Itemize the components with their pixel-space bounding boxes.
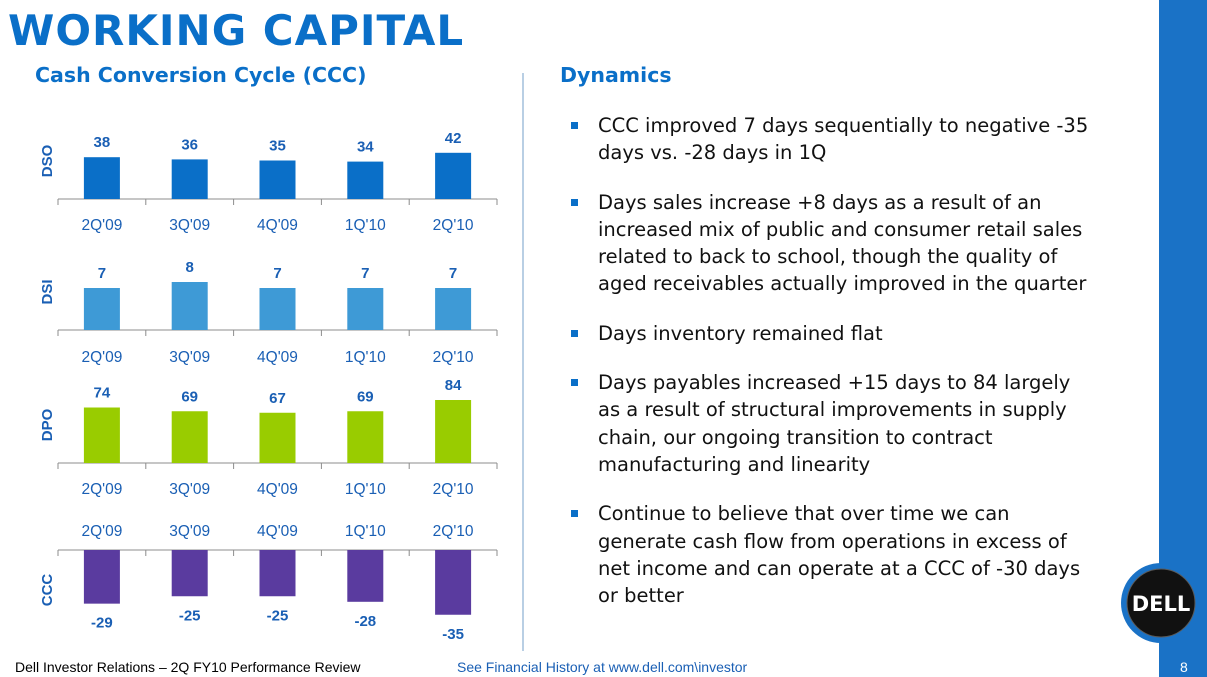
bullet-square-icon <box>571 329 578 337</box>
dso-category-label: 2Q'10 <box>433 217 474 234</box>
dpo-data-label: 74 <box>94 385 111 402</box>
page-number: 8 <box>1180 659 1188 675</box>
dsi-data-label: 8 <box>186 259 194 276</box>
dso-bar <box>259 160 296 199</box>
dso-bar <box>435 152 472 199</box>
bullet-text: Days inventory remained flat <box>598 321 883 345</box>
bullet-square-icon <box>571 198 578 206</box>
dpo-category-label: 1Q'10 <box>345 481 386 498</box>
dsi-data-label: 7 <box>361 265 369 282</box>
dsi-category-label: 1Q'10 <box>345 349 386 366</box>
logo-wordmark: DELL <box>1132 592 1191 616</box>
bullet-square-icon <box>571 379 578 387</box>
dpo-bar <box>347 411 384 463</box>
dso-data-label: 35 <box>269 138 286 155</box>
dsi-bar <box>347 288 384 330</box>
dpo-bar <box>259 412 296 463</box>
ccc-chart: DSO 38 2Q'09 36 3Q'09 35 4Q'09 34 1Q'10 42 2Q'10 DS… <box>39 130 498 643</box>
page-title: WORKING CAPITAL <box>8 6 465 55</box>
bullet-days-payables: Days payables increased +15 days to 84 l… <box>570 369 1090 478</box>
dpo-category-label: 3Q'09 <box>169 481 210 498</box>
chart-section-title: Cash Conversion Cycle (CCC) <box>35 63 367 87</box>
dpo-category-label: 4Q'09 <box>257 481 298 498</box>
dso-data-label: 42 <box>445 130 462 147</box>
dsi-bar <box>171 282 208 330</box>
bullet-square-icon <box>571 122 578 129</box>
footer-text: Dell Investor Relations – 2Q FY10 Perfor… <box>15 659 361 675</box>
bullet-ccc-improved: CCC improved 7 days sequentially to nega… <box>570 112 1090 167</box>
dso-bar <box>83 157 120 199</box>
dsi-category-label: 4Q'09 <box>257 349 298 366</box>
ccc-bar <box>171 550 208 597</box>
dso-category-label: 1Q'10 <box>345 217 386 234</box>
dell-logo-icon: DELL <box>1121 563 1201 643</box>
dpo-bar <box>83 407 120 463</box>
dso-data-label: 34 <box>357 139 374 156</box>
ccc-data-label: -25 <box>267 607 289 624</box>
dpo-bar <box>171 411 208 463</box>
dpo-data-label: 67 <box>269 390 286 407</box>
bullet-square-icon <box>571 510 578 518</box>
ccc-bar <box>259 550 296 597</box>
dsi-bar <box>83 288 120 330</box>
bullet-text: Continue to believe that over time we ca… <box>598 502 1081 608</box>
dso-bar <box>347 161 384 199</box>
dso-data-label: 36 <box>181 136 198 153</box>
ccc-data-label: -35 <box>442 626 464 643</box>
bullet-text: CCC improved 7 days sequentially to nega… <box>598 114 1089 165</box>
dso-category-label: 2Q'09 <box>81 217 122 234</box>
dso-axis-label: DSO <box>39 144 56 177</box>
dynamics-list: CCC improved 7 days sequentially to nega… <box>570 112 1090 631</box>
dpo-category-label: 2Q'09 <box>81 481 122 498</box>
dsi-bar <box>435 288 472 330</box>
ccc-category-label: 1Q'10 <box>345 523 386 540</box>
dynamics-title: Dynamics <box>560 63 672 87</box>
bullet-days-inventory: Days inventory remained flat <box>570 320 1090 347</box>
dso-category-label: 3Q'09 <box>169 217 210 234</box>
dpo-data-label: 69 <box>357 388 374 405</box>
column-divider <box>522 73 524 651</box>
dsi-data-label: 7 <box>273 265 281 282</box>
dpo-axis-label: DPO <box>39 408 56 441</box>
ccc-category-label: 3Q'09 <box>169 523 210 540</box>
ccc-data-label: -29 <box>91 615 113 632</box>
dsi-category-label: 3Q'09 <box>169 349 210 366</box>
dsi-bar <box>259 288 296 330</box>
ccc-category-label: 2Q'10 <box>433 523 474 540</box>
bullet-outlook: Continue to believe that over time we ca… <box>570 500 1090 609</box>
ccc-data-label: -28 <box>354 613 376 630</box>
ccc-data-label: -25 <box>179 607 201 624</box>
dsi-category-label: 2Q'10 <box>433 349 474 366</box>
ccc-bar <box>435 550 472 615</box>
financial-history-link[interactable]: See Financial History at www.dell.com\in… <box>457 659 748 675</box>
dpo-data-label: 69 <box>181 388 198 405</box>
bullet-days-sales: Days sales increase +8 days as a result … <box>570 189 1090 298</box>
dsi-data-label: 7 <box>449 265 457 282</box>
bullet-text: Days sales increase +8 days as a result … <box>598 190 1087 296</box>
dso-category-label: 4Q'09 <box>257 217 298 234</box>
dpo-bar <box>435 400 472 463</box>
ccc-bar <box>347 550 384 602</box>
ccc-axis-label: CCC <box>39 574 56 607</box>
ccc-category-label: 2Q'09 <box>81 523 122 540</box>
dsi-category-label: 2Q'09 <box>81 349 122 366</box>
dpo-category-label: 2Q'10 <box>433 481 474 498</box>
ccc-bar <box>83 550 120 604</box>
dso-data-label: 38 <box>94 134 111 151</box>
dsi-data-label: 7 <box>98 265 106 282</box>
dso-bar <box>171 159 208 199</box>
ccc-category-label: 4Q'09 <box>257 523 298 540</box>
bullet-text: Days payables increased +15 days to 84 l… <box>598 371 1071 476</box>
dsi-axis-label: DSI <box>39 279 56 304</box>
dpo-data-label: 84 <box>445 377 462 394</box>
